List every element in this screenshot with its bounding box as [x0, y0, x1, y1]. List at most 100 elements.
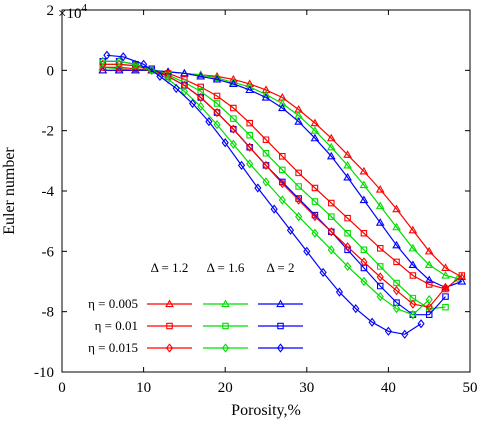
data-point [425, 311, 433, 318]
data-point [197, 101, 205, 112]
legend-row-label: η = 0.01 [95, 318, 138, 333]
data-point [270, 204, 278, 214]
data-point [343, 172, 352, 181]
data-point [327, 245, 335, 255]
data-point [246, 142, 254, 152]
data-point [442, 293, 449, 300]
data-point [114, 64, 124, 72]
data-point [213, 119, 221, 130]
y-tick-label: -4 [42, 184, 55, 200]
data-point [277, 103, 287, 112]
data-point [360, 276, 368, 287]
y-axis-label: Euler number [1, 147, 18, 235]
data-point [180, 68, 189, 77]
data-point [360, 229, 368, 237]
data-point [326, 133, 336, 142]
data-point [376, 245, 384, 252]
data-point [376, 272, 384, 282]
data-point [196, 71, 206, 80]
data-point [344, 214, 351, 222]
data-point [131, 59, 140, 69]
data-point [131, 65, 140, 74]
data-point [230, 104, 237, 112]
legend-row-label: η = 0.015 [88, 340, 138, 355]
x-tick-label: 20 [218, 380, 233, 396]
data-point [409, 294, 417, 302]
data-point [408, 260, 418, 269]
data-point [368, 317, 376, 327]
series-line [102, 69, 463, 289]
data-point [311, 184, 319, 192]
data-point [295, 195, 303, 205]
data-point [457, 276, 467, 285]
data-point [343, 150, 352, 158]
data-point [360, 257, 368, 267]
data-point [425, 294, 433, 305]
data-point [376, 282, 384, 290]
data-point [103, 50, 111, 60]
data-point [326, 142, 336, 151]
data-point [310, 126, 320, 134]
data-point [261, 85, 271, 94]
legend-marker [276, 299, 285, 308]
data-point [344, 242, 352, 252]
x-tick-label: 50 [463, 380, 478, 396]
data-point [205, 116, 213, 127]
data-point [221, 138, 229, 148]
legend-marker [221, 299, 230, 308]
series-line [102, 60, 430, 316]
x-tick-label: 10 [136, 380, 151, 396]
data-point [392, 304, 401, 314]
data-point [212, 73, 222, 81]
data-point [229, 77, 238, 86]
data-point [310, 118, 320, 127]
data-point [99, 56, 107, 66]
data-point [392, 204, 401, 213]
data-point [229, 124, 237, 134]
data-point [359, 166, 369, 175]
data-point [286, 225, 295, 235]
data-point [279, 166, 286, 174]
data-point [229, 139, 237, 149]
data-point [254, 183, 262, 193]
x-tick-label: 40 [381, 380, 396, 396]
data-point [311, 228, 319, 238]
legend-marker [165, 343, 174, 353]
y-multiplier-label: ×104 [58, 2, 87, 22]
legend-column-header: Δ = 2 [267, 260, 295, 275]
data-point [229, 79, 238, 88]
legend-column-header: Δ = 1.6 [207, 260, 245, 275]
data-point [425, 302, 433, 312]
data-point [375, 184, 385, 193]
y-tick-label: -10 [34, 365, 54, 381]
x-axis-label: Porosity,% [231, 402, 301, 419]
data-point [303, 246, 311, 256]
data-point [344, 261, 352, 272]
data-point [188, 98, 197, 109]
data-point [425, 281, 433, 288]
data-point [441, 270, 450, 279]
data-point [156, 71, 164, 82]
y-tick-label: -8 [42, 305, 55, 321]
data-point [327, 227, 335, 237]
series-group [99, 56, 433, 320]
data-point [213, 100, 221, 107]
legend-marker [222, 322, 229, 330]
data-point [295, 169, 302, 177]
data-point [393, 258, 400, 266]
legend: Δ = 1.2 Δ = 1.6 Δ = 2 η = 0.005 η = 0.01 η = … [88, 260, 303, 355]
data-point [343, 160, 352, 169]
data-point [359, 195, 369, 204]
data-point [262, 160, 270, 170]
data-point [212, 74, 222, 83]
data-point [328, 213, 335, 220]
data-point [197, 92, 205, 103]
data-point [352, 304, 360, 314]
data-point [409, 310, 417, 320]
data-point [119, 52, 127, 62]
data-point [230, 115, 237, 122]
data-point [409, 299, 417, 309]
data-point [441, 282, 450, 293]
data-point [360, 246, 368, 254]
